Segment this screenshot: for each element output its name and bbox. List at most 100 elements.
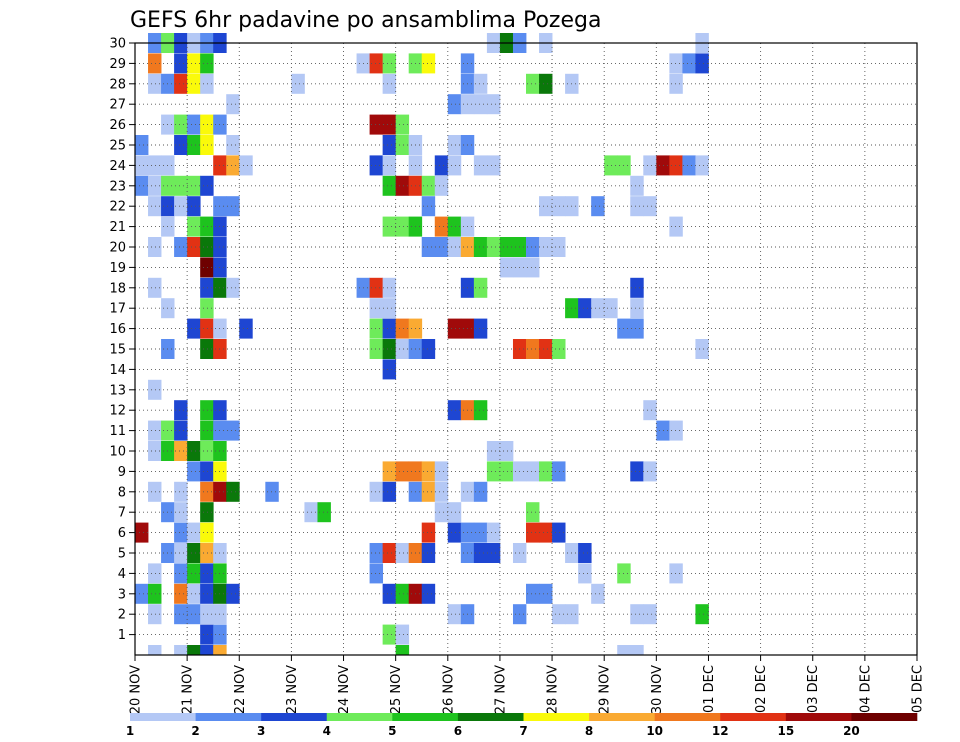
precip-cell [148,604,162,625]
precip-cell [200,339,214,359]
colorbar-label: 6 [454,724,462,738]
precip-cell [200,53,214,74]
precip-cell [213,645,227,655]
precip-cell [369,318,384,339]
y-tick-label: 21 [109,220,126,235]
precip-cell [395,461,410,482]
precip-cell [174,481,188,502]
precip-cell [174,135,188,155]
precip-cell [421,461,436,482]
colorbar-label: 8 [585,724,593,738]
precip-cell [434,216,449,237]
y-tick-label: 4 [118,567,126,582]
precip-cell [486,522,501,543]
precip-cell [630,604,644,625]
precip-cell [669,563,683,584]
precip-cell [265,481,279,502]
precip-cell [486,155,501,176]
colorbar-label: 20 [843,724,860,738]
y-tick-label: 23 [109,179,126,194]
precip-cell [630,277,644,298]
precip-cell [187,543,201,563]
colorbar-label: 7 [519,724,527,738]
precip-cell [200,73,214,94]
y-tick-label: 1 [118,628,126,643]
precip-cell [630,461,644,482]
precip-cell [317,502,331,523]
precip-cell [382,53,397,74]
x-tick-label: 23 NOV [285,665,300,714]
precip-cell [200,604,214,625]
precip-cell [174,522,188,543]
colorbar-segment [785,713,852,721]
y-tick-label: 25 [109,139,126,154]
precip-cell [447,400,462,421]
y-axis: 1234567891011121314151617181920212223242… [109,37,135,643]
y-tick-label: 15 [109,343,126,358]
precip-cell [447,318,462,339]
precip-cell [148,645,162,655]
precip-cell [174,604,188,625]
precip-cell [226,277,240,298]
x-tick-label: 01 DEC [702,665,717,713]
precip-cell [434,461,449,482]
precip-cell [552,604,566,625]
precip-cell [187,522,201,543]
y-tick-label: 9 [118,465,126,480]
precip-cell [486,94,501,115]
precip-cell [526,339,540,359]
precip-cell [421,53,436,74]
precip-cell [539,196,553,217]
precip-cell [200,583,214,604]
x-tick-label: 20 NOV [129,665,144,714]
precip-cell [486,461,501,482]
precip-cell [578,543,592,563]
precip-cell [148,155,162,176]
y-tick-label: 13 [109,383,126,398]
precip-cell [174,237,188,257]
colorbar-label: 10 [646,724,663,738]
precip-cell [369,339,384,359]
precip-cell [473,318,488,339]
precip-cell [552,522,566,543]
precip-cell [174,563,188,584]
x-tick-label: 28 NOV [546,665,561,714]
y-tick-label: 12 [109,404,126,419]
precip-cell [174,53,188,74]
precip-cell [434,175,449,196]
precip-cell [682,155,696,176]
precip-cell [526,237,540,257]
precip-cell [617,645,631,655]
precip-cell [200,461,214,482]
precip-cell [395,318,410,339]
precip-cell [187,563,201,584]
precip-cell [395,135,410,155]
precip-cell [174,175,188,196]
y-tick-label: 10 [109,445,126,460]
precip-cell [447,135,462,155]
x-tick-label: 03 DEC [806,665,821,713]
chart-title: GEFS 6hr padavine po ansamblima Pozega [130,8,601,33]
precip-cell [473,543,488,563]
precip-cell [630,196,644,217]
precip-cell [200,135,214,155]
precip-cell [473,400,488,421]
y-tick-label: 29 [109,57,126,72]
precip-cell [200,563,214,584]
colorbar-segment [326,713,393,721]
precip-cell [421,583,436,604]
colorbar-segment [130,713,196,721]
y-tick-label: 14 [109,363,126,378]
precip-cell [643,461,657,482]
precip-cell [369,155,384,176]
precip-cell [174,196,188,217]
precip-cell [187,53,201,74]
precip-cell [148,73,162,94]
precip-cell [473,522,488,543]
precip-cell [187,175,201,196]
precip-cell [200,277,214,298]
precip-cell [695,155,709,176]
x-tick-label: 27 NOV [493,665,508,714]
precip-cell [630,298,644,319]
precip-cell [200,175,214,196]
